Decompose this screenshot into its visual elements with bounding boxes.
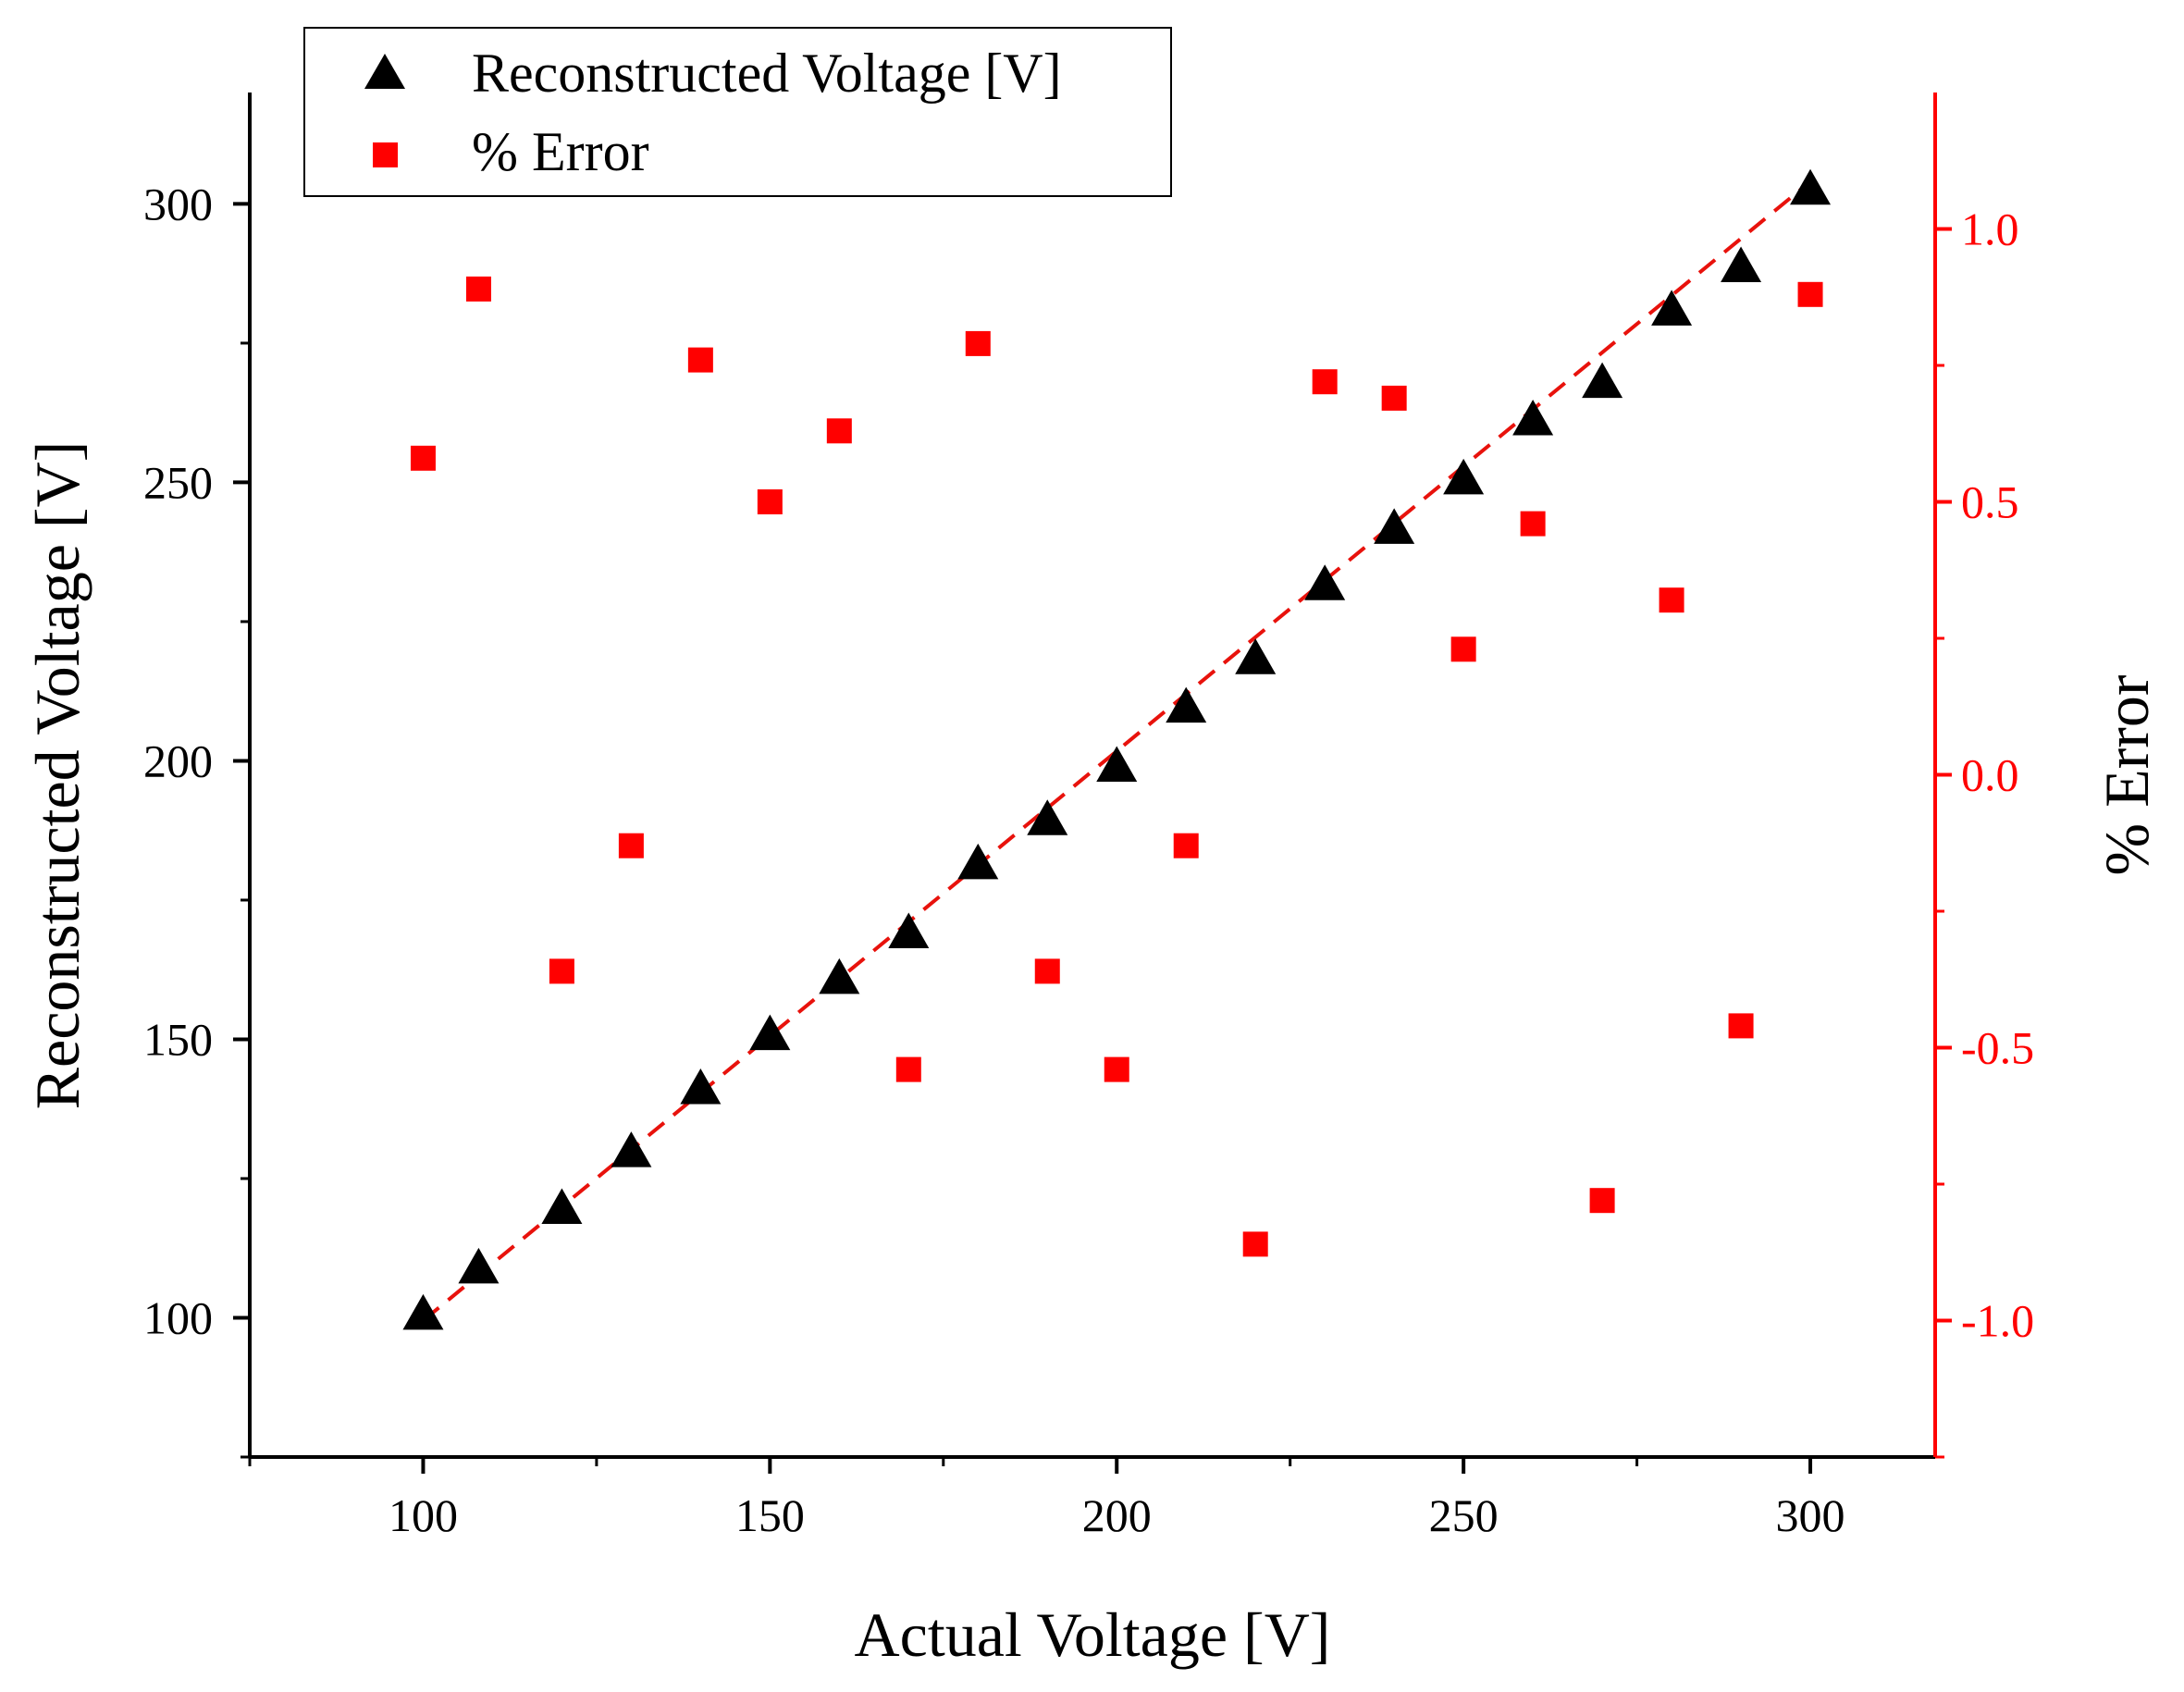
reconstructed-voltage-point xyxy=(541,1188,583,1224)
dashed-fit-line xyxy=(422,179,1812,1323)
percent-error-point xyxy=(1242,1231,1268,1257)
percent-error-point xyxy=(1173,833,1199,858)
x-axis-title: Actual Voltage [V] xyxy=(855,1599,1331,1670)
percent-error-point xyxy=(826,418,852,444)
legend: Reconstructed Voltage [V] % Error xyxy=(303,27,1172,197)
left-y-axis-ticks: 100 150 200 250 300 xyxy=(143,178,250,1459)
percent-error-point xyxy=(1450,636,1476,662)
x-tick-label: 150 xyxy=(735,1489,805,1541)
x-tick-label: 200 xyxy=(1082,1489,1152,1541)
percent-error-point xyxy=(757,489,783,514)
left-y-axis-title: Reconstructed Voltage [V] xyxy=(22,441,93,1110)
percent-error-point xyxy=(1520,511,1546,537)
reconstructed-voltage-point xyxy=(402,1293,444,1330)
reconstructed-voltage-point xyxy=(1235,638,1277,674)
reconstructed-voltage-point xyxy=(611,1131,652,1167)
y-tick-label: 250 xyxy=(143,456,213,508)
reconstructed-voltage-point xyxy=(1651,290,1693,326)
reconstructed-voltage-point xyxy=(1582,362,1623,399)
reconstructed-voltage-point xyxy=(1790,168,1832,205)
percent-error-point xyxy=(1659,587,1684,613)
reconstructed-voltage-point xyxy=(1166,686,1207,723)
percent-error-point xyxy=(965,330,991,356)
right-y-axis-ticks: -1.0 -0.5 0.0 0.5 1.0 xyxy=(1935,204,2034,1459)
x-axis-ticks: 100 150 200 250 300 xyxy=(248,1457,1845,1541)
percent-error-point xyxy=(549,958,574,984)
percent-error-point xyxy=(410,445,436,471)
reconstructed-voltage-point xyxy=(1027,799,1068,835)
reconstructed-voltage-point xyxy=(819,957,860,994)
percent-error-point xyxy=(895,1056,921,1082)
y-tick-label: 300 xyxy=(143,178,213,229)
x-tick-label: 300 xyxy=(1776,1489,1845,1541)
percent-error-point xyxy=(1728,1013,1754,1039)
legend-square-icon xyxy=(373,142,398,167)
y2-tick-label: 0.0 xyxy=(1961,749,2019,801)
reconstructed-voltage-point xyxy=(1096,746,1138,782)
legend-label-reconstructed-voltage: Reconstructed Voltage [V] xyxy=(472,43,1062,104)
percent-error-point xyxy=(465,276,491,302)
reconstructed-voltage-point xyxy=(1721,246,1762,282)
y2-tick-label: -1.0 xyxy=(1961,1295,2034,1347)
y-tick-label: 200 xyxy=(143,735,213,786)
reconstructed-voltage-point xyxy=(1443,458,1485,495)
x-tick-label: 100 xyxy=(389,1489,458,1541)
legend-triangle-icon xyxy=(364,54,405,89)
percent-error-markers xyxy=(410,276,1823,1257)
right-y-axis-title: % Error xyxy=(2091,674,2162,875)
reconstructed-voltage-point xyxy=(458,1247,500,1284)
y2-tick-label: 1.0 xyxy=(1961,204,2019,255)
reconstructed-voltage-point xyxy=(1512,400,1554,436)
y2-tick-label: 0.5 xyxy=(1961,476,2019,528)
y-tick-label: 100 xyxy=(143,1291,213,1343)
percent-error-point xyxy=(1034,958,1060,984)
percent-error-point xyxy=(1312,369,1338,395)
percent-error-point xyxy=(1381,385,1407,411)
percent-error-point xyxy=(1589,1188,1615,1214)
x-tick-label: 250 xyxy=(1429,1489,1499,1541)
reconstructed-voltage-point xyxy=(1374,508,1415,544)
percent-error-point xyxy=(618,833,644,858)
reconstructed-voltage-point xyxy=(1304,564,1346,600)
legend-box xyxy=(303,27,1172,197)
reconstructed-voltage-point xyxy=(888,912,930,948)
y2-tick-label: -0.5 xyxy=(1961,1022,2034,1074)
reconstructed-voltage-point xyxy=(680,1068,722,1105)
reconstructed-voltage-markers xyxy=(402,168,1832,1330)
y-tick-label: 150 xyxy=(143,1013,213,1065)
percent-error-point xyxy=(1797,281,1823,307)
percent-error-point xyxy=(687,347,713,373)
reconstructed-voltage-point xyxy=(957,843,999,880)
legend-label-percent-error: % Error xyxy=(472,121,649,182)
percent-error-point xyxy=(1104,1056,1129,1082)
reconstructed-voltage-point xyxy=(749,1014,791,1051)
